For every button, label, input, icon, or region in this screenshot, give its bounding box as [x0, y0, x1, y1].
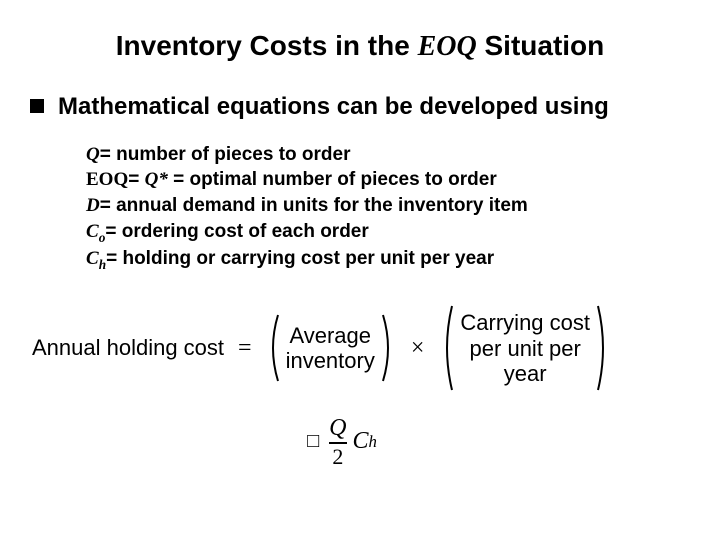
def-ch: Ch= holding or carrying cost per unit pe… — [86, 246, 680, 274]
def-ch-text: = holding or carrying cost per unit per … — [106, 248, 494, 269]
sub-h: h — [99, 257, 106, 272]
def-eoq-mid: = — [128, 169, 144, 190]
title-post: Situation — [477, 30, 605, 61]
eq-label: Annual holding cost — [32, 335, 224, 361]
eq-cc-l3: year — [460, 361, 590, 386]
title-pre: Inventory Costs in the — [116, 30, 418, 61]
eq-cc-l2: per unit per — [460, 336, 590, 361]
formula-num: Q — [329, 416, 346, 440]
def-eoq-text: = optimal number of pieces to order — [168, 169, 497, 190]
formula-h: h — [369, 432, 377, 452]
def-co: Co= ordering cost of each order — [86, 219, 680, 247]
sym-q: Q — [86, 144, 100, 165]
sym-d: D — [86, 195, 100, 216]
formula-den: 2 — [332, 446, 343, 468]
rparen-icon — [381, 313, 395, 383]
eq-avg-l2: inventory — [286, 348, 375, 373]
formula-op: □ — [303, 430, 323, 453]
def-d: D= annual demand in units for the invent… — [86, 193, 680, 219]
bullet-icon — [30, 99, 44, 113]
sym-qstar: Q* — [145, 169, 168, 190]
bullet-text: Mathematical equations can be developed … — [58, 93, 609, 122]
formula-C: C — [353, 428, 369, 455]
def-q: Q= number of pieces to order — [86, 142, 680, 168]
title-eoq: EOQ — [418, 31, 477, 62]
def-d-text: = annual demand in units for the invento… — [100, 195, 528, 216]
sym-ch: C — [86, 248, 99, 269]
def-eoq: EOQ= Q* = optimal number of pieces to or… — [86, 167, 680, 193]
lparen2-icon — [440, 304, 454, 392]
formula: □ Q 2 Ch — [0, 416, 680, 468]
bullet-row: Mathematical equations can be developed … — [30, 93, 680, 122]
eq-equals: = — [234, 335, 256, 362]
sym-eoq: EOQ — [86, 169, 128, 190]
eq-avg-text: Average inventory — [280, 323, 381, 374]
slide: Inventory Costs in the EOQ Situation Mat… — [0, 0, 720, 540]
slide-title: Inventory Costs in the EOQ Situation — [40, 30, 680, 63]
def-co-text: = ordering cost of each order — [105, 221, 368, 242]
definitions: Q= number of pieces to order EOQ= Q* = o… — [86, 142, 680, 274]
eq-avg-box: Average inventory — [266, 313, 395, 383]
eq-cc-l1: Carrying cost — [460, 310, 590, 335]
rparen2-icon — [596, 304, 610, 392]
def-q-text: = number of pieces to order — [100, 144, 351, 165]
eq-cc-box: Carrying cost per unit per year — [440, 304, 610, 392]
lparen-icon — [266, 313, 280, 383]
eq-avg-l1: Average — [286, 323, 375, 348]
equation-row: Annual holding cost = Average inventory … — [32, 304, 680, 392]
eq-times: × — [405, 335, 431, 362]
eq-cc-text: Carrying cost per unit per year — [454, 310, 596, 386]
formula-fraction: Q 2 — [329, 416, 346, 468]
sym-co: C — [86, 221, 99, 242]
